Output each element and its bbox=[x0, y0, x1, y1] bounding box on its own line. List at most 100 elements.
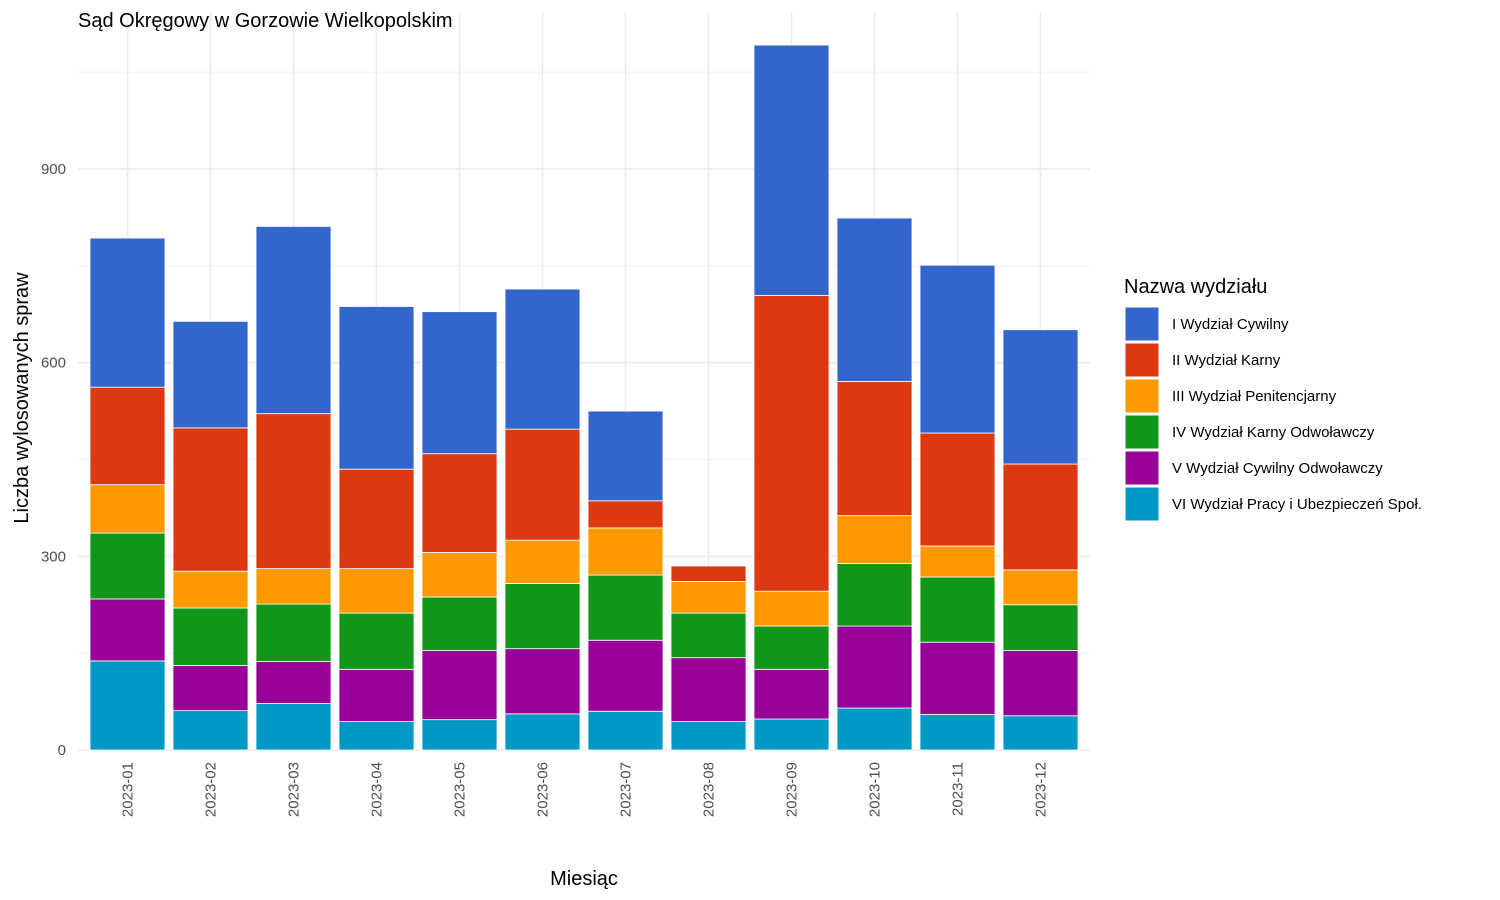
bar-segment bbox=[753, 625, 830, 670]
y-tick-label: 600 bbox=[41, 355, 66, 372]
bar-segment bbox=[89, 660, 166, 751]
bar-segment bbox=[504, 648, 581, 715]
bar-segment bbox=[836, 217, 913, 382]
x-axis-title: Miesiąc bbox=[550, 868, 618, 890]
bar-segment bbox=[919, 714, 996, 751]
bar-segment bbox=[670, 581, 747, 614]
bar-segment bbox=[172, 710, 249, 751]
bar-segment bbox=[421, 453, 498, 553]
bar-segment bbox=[1002, 650, 1079, 717]
bar-segment bbox=[421, 719, 498, 751]
bar-segment bbox=[89, 532, 166, 600]
bar-segment bbox=[919, 432, 996, 547]
bar-segment bbox=[587, 500, 664, 529]
bar-segment bbox=[670, 565, 747, 582]
bar-segment bbox=[753, 718, 830, 751]
bar-segment bbox=[753, 295, 830, 592]
bar-segment bbox=[587, 410, 664, 502]
bar-segment bbox=[255, 661, 332, 704]
x-tick-label: 2023-03 bbox=[286, 762, 303, 817]
bar-segment bbox=[338, 568, 415, 614]
legend-label: II Wydział Karny bbox=[1172, 352, 1281, 369]
legend-swatch bbox=[1124, 414, 1160, 450]
bar-segment bbox=[836, 563, 913, 627]
legend-label: III Wydział Penitencjarny bbox=[1172, 388, 1337, 405]
legend-swatch bbox=[1124, 306, 1160, 342]
legend-label: IV Wydział Karny Odwoławczy bbox=[1172, 424, 1375, 441]
bar-segment bbox=[421, 650, 498, 721]
y-tick-label: 300 bbox=[41, 548, 66, 565]
bar-segment bbox=[255, 603, 332, 662]
bar-segment bbox=[504, 713, 581, 751]
bar-segment bbox=[338, 306, 415, 470]
bar-segment bbox=[504, 428, 581, 541]
bar-segment bbox=[836, 515, 913, 564]
x-tick-label: 2023-01 bbox=[120, 762, 137, 817]
legend-swatch bbox=[1124, 378, 1160, 414]
legend-title: Nazwa wydziału bbox=[1124, 276, 1267, 298]
bar-segment bbox=[255, 413, 332, 569]
x-tick-label: 2023-11 bbox=[950, 762, 967, 816]
legend-swatch bbox=[1124, 342, 1160, 378]
bar-segment bbox=[1002, 569, 1079, 606]
bar-segment bbox=[338, 612, 415, 670]
bar-segment bbox=[587, 710, 664, 751]
y-tick-label: 0 bbox=[58, 742, 66, 759]
bar-segment bbox=[504, 583, 581, 650]
x-tick-label: 2023-06 bbox=[535, 762, 552, 817]
bar-segment bbox=[89, 484, 166, 534]
x-tick-label: 2023-12 bbox=[1033, 762, 1050, 817]
bar-segment bbox=[255, 703, 332, 751]
bar-segment bbox=[753, 590, 830, 627]
x-tick-label: 2023-05 bbox=[452, 762, 469, 817]
x-tick-label: 2023-07 bbox=[618, 762, 635, 817]
bars bbox=[89, 44, 1079, 751]
bar-segment bbox=[255, 226, 332, 415]
bar-segment bbox=[172, 607, 249, 666]
bar-segment bbox=[836, 625, 913, 709]
bar-segment bbox=[1002, 329, 1079, 465]
bar-segment bbox=[338, 668, 415, 722]
legend-label: I Wydział Cywilny bbox=[1172, 316, 1289, 333]
x-tick-label: 2023-02 bbox=[203, 762, 220, 817]
legend-swatch bbox=[1124, 450, 1160, 486]
legend-label: VI Wydział Pracy i Ubezpieczeń Społ. bbox=[1172, 496, 1422, 513]
x-tick-label: 2023-09 bbox=[784, 762, 801, 817]
bar-segment bbox=[89, 237, 166, 388]
y-axis-title: Liczba wylosowanych spraw bbox=[11, 272, 33, 524]
x-tick-label: 2023-08 bbox=[701, 762, 718, 817]
bar-segment bbox=[421, 311, 498, 455]
bar-segment bbox=[587, 527, 664, 576]
bar-segment bbox=[670, 657, 747, 722]
bar-segment bbox=[89, 386, 166, 486]
bar-segment bbox=[172, 665, 249, 712]
bar-segment bbox=[753, 668, 830, 720]
x-tick-label: 2023-10 bbox=[867, 762, 884, 817]
y-tick-label: 900 bbox=[41, 161, 66, 178]
bar-segment bbox=[89, 598, 166, 662]
bar-segment bbox=[338, 721, 415, 751]
bar-segment bbox=[919, 576, 996, 643]
chart-title: Sąd Okręgowy w Gorzowie Wielkopolskim bbox=[78, 10, 453, 32]
bar-segment bbox=[753, 44, 830, 296]
x-tick-label: 2023-04 bbox=[369, 762, 386, 817]
bar-segment bbox=[421, 552, 498, 598]
legend: Nazwa wydziału I Wydział Cywilny II Wydzi… bbox=[1124, 276, 1422, 522]
bar-segment bbox=[1002, 715, 1079, 751]
bar-segment bbox=[587, 639, 664, 712]
legend-label: V Wydział Cywilny Odwoławczy bbox=[1172, 460, 1383, 477]
bar-segment bbox=[421, 596, 498, 651]
bar-segment bbox=[1002, 463, 1079, 571]
bar-segment bbox=[836, 707, 913, 751]
bar-segment bbox=[338, 468, 415, 569]
bar-segment bbox=[919, 641, 996, 715]
bar-segment bbox=[1002, 604, 1079, 651]
bar-segment bbox=[587, 574, 664, 641]
bar-segment bbox=[919, 264, 996, 434]
legend-swatch bbox=[1124, 486, 1160, 522]
bar-segment bbox=[504, 539, 581, 584]
bar-segment bbox=[255, 568, 332, 605]
bar-segment bbox=[504, 288, 581, 430]
bar-segment bbox=[172, 427, 249, 572]
